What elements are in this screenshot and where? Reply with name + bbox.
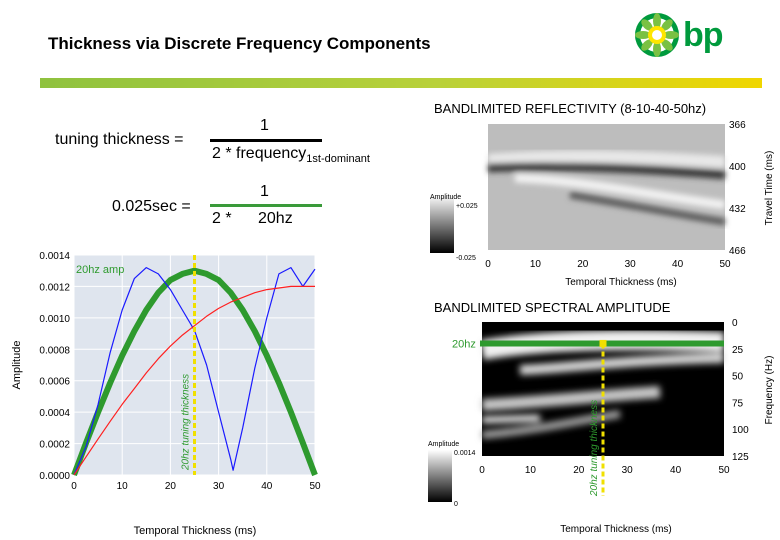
y-tick-label: 25 xyxy=(732,345,744,356)
x-tick-label: 30 xyxy=(625,259,637,270)
x-tick-label: 30 xyxy=(622,465,634,476)
series-line-20hz xyxy=(71,267,318,477)
x-axis-label: Temporal Thickness (ms) xyxy=(134,525,257,537)
frequency-20hz-label: 20hz xyxy=(452,338,476,350)
x-tick-label: 40 xyxy=(670,465,682,476)
colorbar-label: Amplitude xyxy=(428,441,459,448)
reflectivity-bands xyxy=(487,150,726,226)
spectral-heatmap: Amplitude 0.0014 0 20hz 20hz tuning thic… xyxy=(428,318,775,535)
y-tick-label: 366 xyxy=(729,120,746,131)
equation-1-denominator: 2 * frequency1st-dominant xyxy=(212,145,370,165)
x-tick-label: 0 xyxy=(71,481,77,492)
amp-annotation: 20hz amp xyxy=(76,264,124,276)
y-tick-label: 0.0010 xyxy=(39,314,70,325)
x-tick-label: 50 xyxy=(719,259,731,270)
amplitude-tuning-chart: 0.0000 0.0002 0.0004 0.0006 0.0008 0.0010 0.00… xyxy=(11,251,321,537)
x-tick-label: 10 xyxy=(530,259,542,270)
y-tick-label: 0.0002 xyxy=(39,440,70,451)
y-tick-label: 0.0006 xyxy=(39,377,70,388)
y-tick-label: 466 xyxy=(729,246,746,257)
y-tick-label: 0.0000 xyxy=(39,471,70,482)
equation-2-denominator-factor: 2 * xyxy=(212,210,232,227)
y-axis-label: Amplitude xyxy=(11,341,23,390)
x-axis-label: Temporal Thickness (ms) xyxy=(560,524,672,535)
y-tick-label: 0.0008 xyxy=(39,345,70,356)
y-tick-label: 0.0004 xyxy=(39,408,70,419)
x-tick-label: 50 xyxy=(309,481,321,492)
colorbar-min: 0 xyxy=(454,501,458,508)
y-tick-label: 0.0012 xyxy=(39,282,70,293)
x-axis-label: Temporal Thickness (ms) xyxy=(565,277,677,288)
equation-1-numerator: 1 xyxy=(260,117,269,134)
equation-1-fraction-bar xyxy=(210,139,322,142)
series-group xyxy=(71,267,318,477)
tuning-thickness-label: 20hz tuning thickness xyxy=(589,400,600,497)
x-tick-label: 10 xyxy=(525,465,537,476)
y-tick-label: 50 xyxy=(732,372,744,383)
equation-1-lhs: tuning thickness = xyxy=(55,131,184,148)
equation-2-lhs: 0.025sec = xyxy=(112,198,191,215)
bp-logo-text: bp xyxy=(683,16,724,54)
equation-2-numerator: 1 xyxy=(260,183,269,200)
series-line-red xyxy=(73,285,315,476)
header-gradient-rule xyxy=(40,78,762,88)
reflectivity-colorbar xyxy=(430,195,454,253)
x-tick-label: 30 xyxy=(213,481,225,492)
x-tick-label: 20 xyxy=(165,481,177,492)
x-tick-label: 20 xyxy=(577,259,589,270)
y-tick-label: 400 xyxy=(729,162,746,173)
tuning-thickness-label: 20hz tuning thickness xyxy=(181,374,192,471)
colorbar-max: +0.025 xyxy=(456,203,478,210)
x-tick-label: 0 xyxy=(479,465,485,476)
y-tick-label: 0 xyxy=(732,318,738,329)
y-tick-label: 75 xyxy=(732,398,744,409)
series-line-blue xyxy=(73,267,316,476)
reflectivity-heatmap: Amplitude +0.025 -0.025 0 10 20 30 40 50 366 40… xyxy=(430,120,775,288)
y-tick-label: 100 xyxy=(732,425,749,436)
x-tick-label: 0 xyxy=(485,259,491,270)
x-tick-label: 10 xyxy=(117,481,129,492)
tick-labels: 0 10 20 30 40 50 366 400 432 466 xyxy=(485,120,746,270)
tick-labels: 0 10 20 30 40 50 0 25 50 75 100 125 xyxy=(479,318,749,476)
y-tick-label: 125 xyxy=(732,452,749,463)
y-tick-label: 432 xyxy=(729,204,746,215)
tick-labels: 0.0000 0.0002 0.0004 0.0006 0.0008 0.0010 0.00… xyxy=(39,251,321,492)
y-axis-label: Frequency (Hz) xyxy=(764,356,775,425)
x-tick-label: 40 xyxy=(672,259,684,270)
equation-2-denominator-freq: 20hz xyxy=(258,210,293,227)
colorbar-min: -0.025 xyxy=(456,255,476,262)
spectral-colorbar xyxy=(428,450,452,502)
x-tick-label: 40 xyxy=(261,481,273,492)
y-tick-label: 0.0014 xyxy=(39,251,70,262)
x-tick-label: 50 xyxy=(718,465,730,476)
equation-2-fraction-bar xyxy=(210,204,322,207)
y-axis-label: Travel Time (ms) xyxy=(764,151,775,226)
reflectivity-title: BANDLIMITED REFLECTIVITY (8-10-40-50hz) xyxy=(434,101,707,116)
tuning-marker xyxy=(599,339,607,347)
spectral-title: BANDLIMITED SPECTRAL AMPLITUDE xyxy=(434,300,671,315)
colorbar-label: Amplitude xyxy=(430,194,461,201)
x-tick-label: 20 xyxy=(573,465,585,476)
helios-sunflower-icon xyxy=(635,13,679,57)
colorbar-max: 0.0014 xyxy=(454,450,476,457)
page-title: Thickness via Discrete Frequency Compone… xyxy=(48,34,431,53)
